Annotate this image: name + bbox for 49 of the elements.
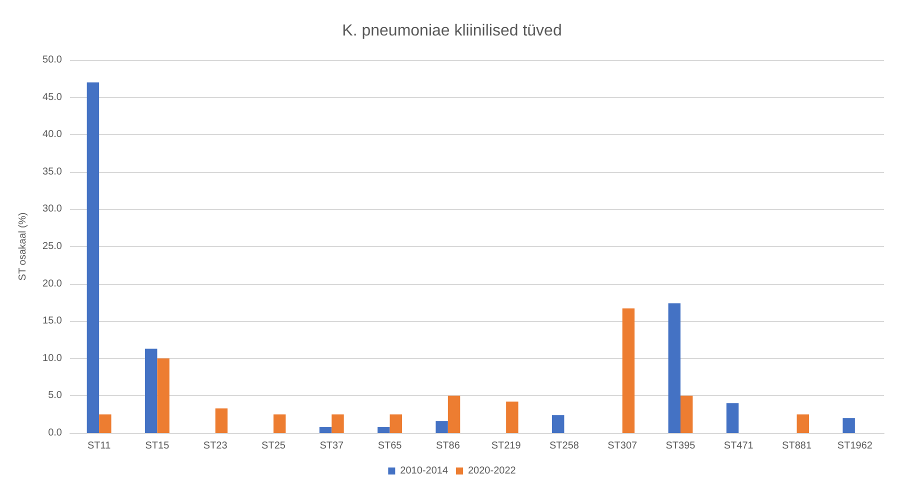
x-tick-label: ST1962 (837, 440, 873, 452)
bar (796, 414, 809, 433)
bar (215, 408, 228, 433)
x-tick-label: ST25 (262, 440, 286, 452)
bar (622, 308, 635, 433)
y-tick-label: 50.0 (42, 54, 62, 66)
x-tick-label: ST307 (608, 440, 638, 452)
bar (552, 415, 564, 433)
y-axis-title: ST osakaal (%) (18, 212, 28, 281)
bar (378, 427, 390, 433)
bar (157, 358, 170, 433)
x-tick-label: ST65 (378, 440, 402, 452)
bar (99, 414, 112, 433)
x-tick-label: ST395 (666, 440, 696, 452)
x-tick-label: ST15 (145, 440, 170, 452)
y-tick-label: 0.0 (48, 428, 62, 438)
y-tick-label: 10.0 (42, 352, 62, 364)
y-tick-label: 25.0 (42, 241, 62, 252)
bar (668, 303, 680, 433)
bar (274, 414, 286, 433)
x-tick-label: ST219 (491, 440, 522, 452)
x-tick-label: ST37 (320, 440, 344, 452)
y-tick-label: 35.0 (42, 166, 62, 178)
y-tick-label: 15.0 (42, 316, 62, 327)
y-tick-label: 5.0 (48, 390, 62, 402)
bar (842, 418, 855, 433)
y-tick-label: 30.0 (42, 204, 62, 215)
bar (390, 414, 402, 433)
x-tick-label: ST258 (549, 440, 580, 452)
y-tick-label: 40.0 (42, 129, 62, 140)
bar (145, 348, 158, 433)
x-tick-label: ST471 (724, 440, 754, 452)
legend-label: 2020-2022 (468, 466, 516, 476)
bar (436, 421, 448, 433)
y-tick-label: 20.0 (42, 278, 62, 290)
chart-title: K. pneumoniae kliinilised tüved (342, 22, 562, 40)
y-tick-label: 45.0 (42, 92, 62, 103)
bar (680, 396, 693, 433)
bar (332, 414, 344, 433)
bar (726, 403, 739, 433)
bar (506, 402, 518, 433)
bar (86, 82, 100, 433)
x-tick-label: ST11 (87, 440, 112, 452)
x-tick-label: ST881 (782, 440, 812, 452)
bar (319, 427, 332, 433)
legend-label: 2010-2014 (400, 466, 448, 476)
bar (448, 396, 460, 433)
x-tick-label: ST23 (203, 440, 228, 452)
x-tick-label: ST86 (436, 440, 460, 452)
